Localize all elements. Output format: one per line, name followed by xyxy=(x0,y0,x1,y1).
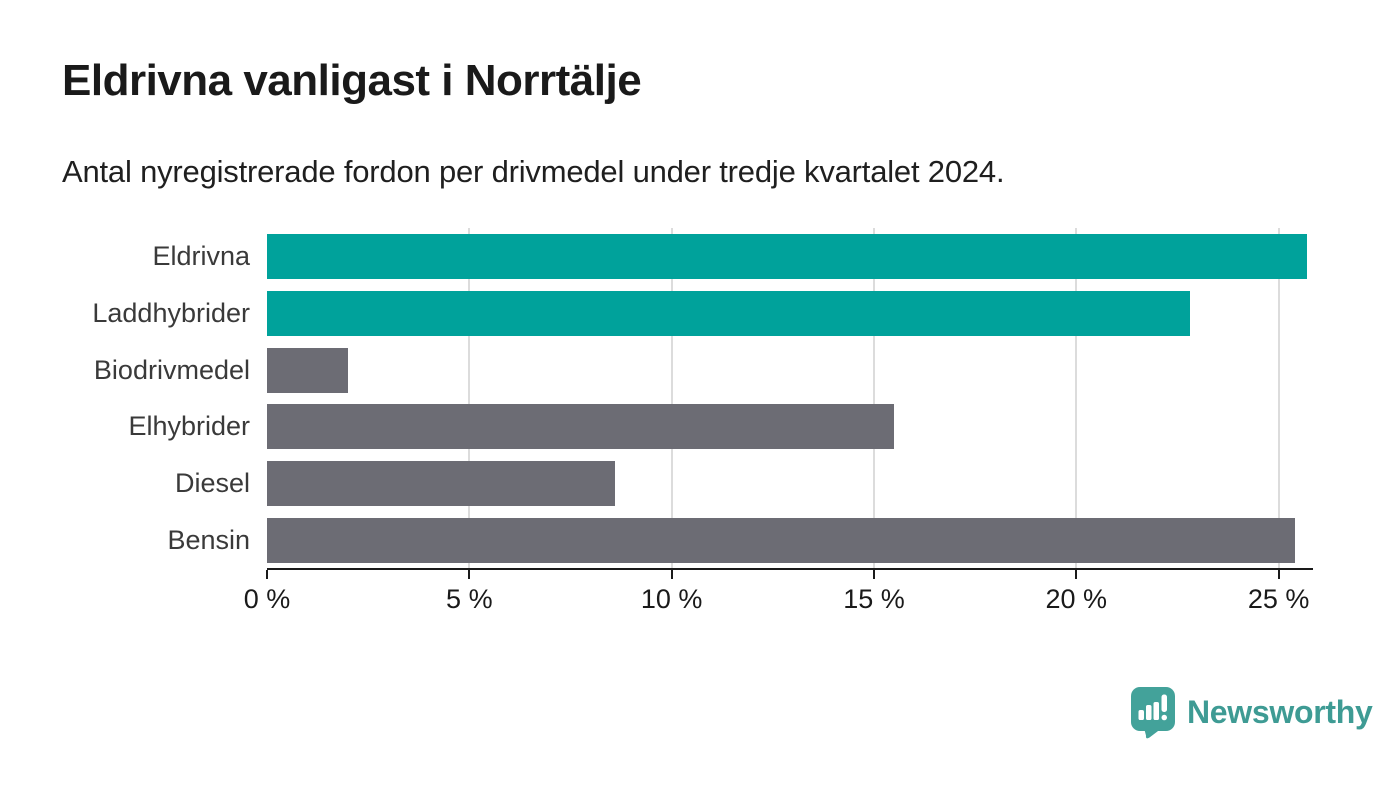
x-tick-label: 20 % xyxy=(1045,584,1108,614)
x-tick-mark xyxy=(266,570,268,579)
chart-subtitle: Antal nyregistrerade fordon per drivmede… xyxy=(62,154,1005,189)
x-tick-mark xyxy=(1075,570,1078,579)
gridline xyxy=(670,228,673,569)
category-label-eldrivna: Eldrivna xyxy=(152,240,250,271)
x-tick-label: 0 % xyxy=(243,584,291,614)
bar-laddhybrider xyxy=(267,290,1190,336)
category-label-elhybrider: Elhybrider xyxy=(128,411,250,442)
x-tick-label: 5 % xyxy=(446,584,493,614)
y-axis-labels: Eldrivna Laddhybrider Biodrivmedel Elhybrid… xyxy=(0,228,250,569)
chart-title: Eldrivna vanligast i Norrtälje xyxy=(62,56,642,105)
x-tick-mark xyxy=(872,570,875,579)
x-axis: 0 % 5 % 10 % 15 % 20 % 25 % xyxy=(244,570,1313,630)
gridline xyxy=(468,228,471,569)
gridline xyxy=(872,228,875,569)
bar-eldrivna xyxy=(267,233,1307,279)
bar-diesel xyxy=(267,461,615,507)
category-label-diesel: Diesel xyxy=(174,468,250,499)
x-tick-label: 25 % xyxy=(1247,584,1310,614)
newsworthy-logo: Newsworthy xyxy=(1130,686,1373,739)
category-label-bensin: Bensin xyxy=(167,525,250,556)
bar-bensin xyxy=(267,518,1295,564)
gridline xyxy=(1075,228,1078,569)
gridline xyxy=(1277,228,1280,569)
plot-area xyxy=(267,228,1311,569)
x-tick-mark xyxy=(468,570,471,579)
newsworthy-logo-text: Newsworthy xyxy=(1187,694,1373,730)
x-tick-mark xyxy=(1277,570,1280,579)
category-label-laddhybrider: Laddhybrider xyxy=(92,297,250,328)
x-axis-line xyxy=(267,568,1313,570)
x-tick-label: 10 % xyxy=(640,584,703,614)
bar-biodrivmedel xyxy=(267,347,348,393)
x-tick-mark xyxy=(670,570,673,579)
x-tick-label: 15 % xyxy=(843,584,905,614)
newsworthy-logo-icon xyxy=(1131,687,1175,739)
category-label-biodrivmedel: Biodrivmedel xyxy=(93,354,250,385)
bar-elhybrider xyxy=(267,404,895,450)
